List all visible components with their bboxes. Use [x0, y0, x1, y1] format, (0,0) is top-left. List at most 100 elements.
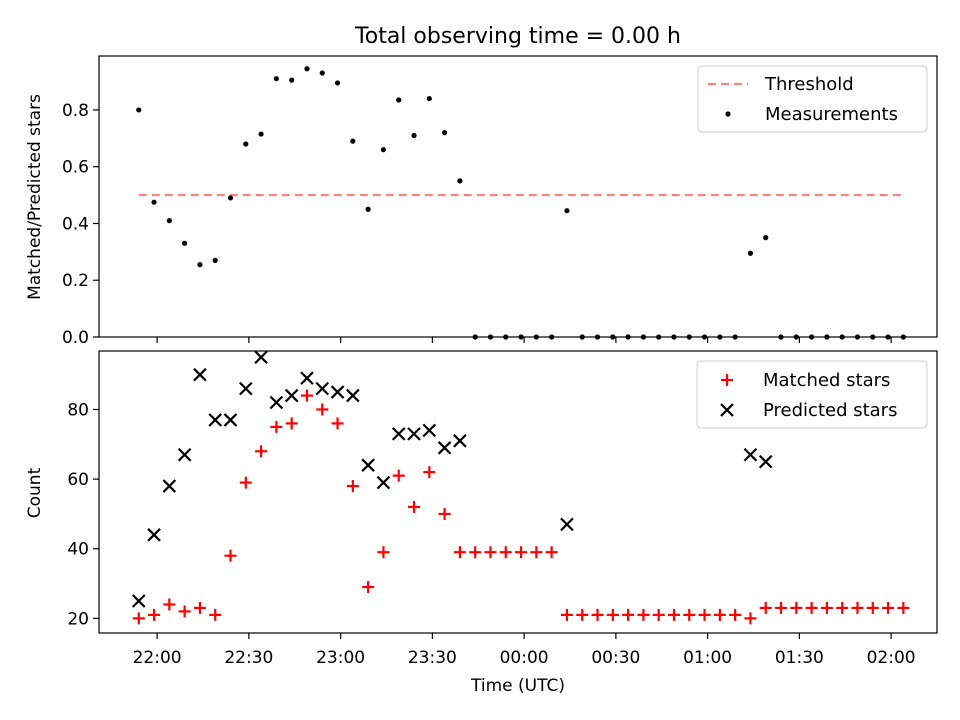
predicted-star-point: [162, 479, 177, 493]
x-marker-b: [453, 434, 467, 448]
matched-star-point: [530, 546, 543, 559]
matched-star-point: [606, 608, 619, 621]
measurement-point: [747, 250, 754, 256]
measurement-point: [334, 80, 341, 86]
x-marker-b: [193, 367, 207, 382]
measurement-point: [197, 262, 203, 268]
predicted-star-point: [453, 434, 467, 448]
count-legend-box: [696, 360, 928, 429]
matched-star-point: [759, 601, 772, 614]
matched-star-point: [622, 608, 635, 621]
matched-star-point: [515, 546, 528, 559]
matched-star-point: [576, 608, 589, 621]
matched-star-point: [897, 601, 910, 614]
matched-star-point: [331, 417, 344, 430]
x-marker-b: [720, 403, 734, 417]
measurement-point: [411, 132, 417, 139]
matched-star-point: [209, 608, 222, 621]
matched-star-point: [805, 601, 818, 614]
predicted-star-point: [223, 413, 238, 427]
y-tick-label: 60: [67, 470, 89, 490]
legend-predicted-label: Predicted stars: [763, 400, 897, 421]
y-tick-label: 0.8: [62, 101, 89, 121]
matched-star-point: [652, 608, 665, 621]
predicted-star-point: [330, 385, 345, 399]
ratio-panel: Total observing time = 0.00 h Matched/Pr…: [25, 24, 938, 348]
x-marker-b: [315, 381, 330, 396]
matched-star-point: [300, 389, 313, 402]
matched-star-point: [775, 601, 788, 614]
predicted-star-point: [300, 371, 314, 385]
x-marker-b: [147, 528, 161, 542]
matched-star-point: [178, 605, 191, 618]
measurement-point: [426, 95, 432, 102]
x-axis-label: Time (UTC): [470, 676, 565, 696]
matched-star-point: [346, 480, 359, 493]
matched-star-point: [729, 608, 742, 621]
matched-star-point: [377, 546, 390, 559]
matched-star-point: [255, 445, 268, 458]
matched-star-point: [239, 476, 252, 489]
x-marker-b: [361, 458, 375, 472]
matched-star-point: [362, 581, 375, 594]
matched-star-point: [453, 546, 466, 559]
legend-matched-label: Matched stars: [763, 370, 890, 391]
legend-matched-swatch: [721, 374, 733, 386]
matched-star-point: [560, 608, 573, 621]
x-marker-b: [131, 594, 146, 608]
matched-star-point: [285, 417, 298, 430]
predicted-star-point: [284, 388, 299, 403]
x-tick-label: 01:00: [683, 648, 732, 668]
measurement-point: [319, 70, 325, 76]
measurement-point: [136, 107, 142, 113]
count-plot-frame: [98, 350, 938, 634]
x-marker-b: [743, 447, 758, 462]
matched-star-point: [866, 601, 879, 614]
predicted-star-point: [758, 454, 773, 469]
matched-star-point: [469, 546, 482, 559]
predicted-star-point: [147, 528, 161, 542]
count-points: [131, 350, 910, 625]
x-marker-b: [239, 381, 253, 396]
ratio-legend: Threshold Measurements: [697, 65, 928, 133]
predicted-star-point: [177, 447, 192, 462]
legend-measurements-label: Measurements: [765, 104, 898, 125]
y-ticks-ratio: 0.0 0.2 0.4 0.6 0.8: [62, 101, 99, 348]
x-tick-label: 00:30: [591, 648, 640, 668]
predicted-star-point: [208, 413, 222, 427]
x-ticks-ratio: [156, 337, 892, 343]
y-tick-label: 40: [67, 540, 89, 560]
y-tick-label: 20: [67, 609, 89, 629]
legend-predicted-swatch: [720, 403, 734, 417]
y-tick-label: 0.4: [62, 214, 89, 234]
measurement-point: [212, 257, 218, 263]
y-tick-label: 0.2: [62, 271, 89, 291]
measurement-point: [564, 208, 570, 214]
x-marker-b: [376, 475, 391, 490]
x-marker-b: [330, 385, 345, 399]
y-tick-label: 0.0: [62, 328, 89, 348]
matched-star-point: [408, 500, 421, 513]
matched-star-point: [851, 601, 864, 614]
measurement-point: [457, 178, 463, 184]
legend-plus: [721, 374, 733, 386]
predicted-star-point: [254, 350, 268, 365]
predicted-star-point: [376, 475, 391, 490]
measurement-point: [151, 199, 157, 205]
matched-star-point: [683, 608, 696, 621]
x-ticks-count: 22:00 22:30 23:00 23:30 00:00 00:30 01:00 01:30…: [133, 633, 916, 668]
predicted-star-point: [422, 423, 437, 438]
predicted-star-point: [391, 427, 406, 441]
predicted-star-point: [407, 427, 421, 441]
measurement-point: [350, 138, 356, 144]
predicted-star-point: [315, 381, 330, 396]
matched-star-point: [438, 507, 451, 520]
matched-star-point: [499, 546, 512, 559]
matched-star-point: [744, 612, 757, 625]
measurement-point: [396, 97, 402, 103]
measurement-point: [227, 195, 234, 201]
measurement-point: [182, 240, 188, 246]
ratio-legend-box: [697, 65, 928, 133]
predicted-star-point: [346, 388, 360, 403]
